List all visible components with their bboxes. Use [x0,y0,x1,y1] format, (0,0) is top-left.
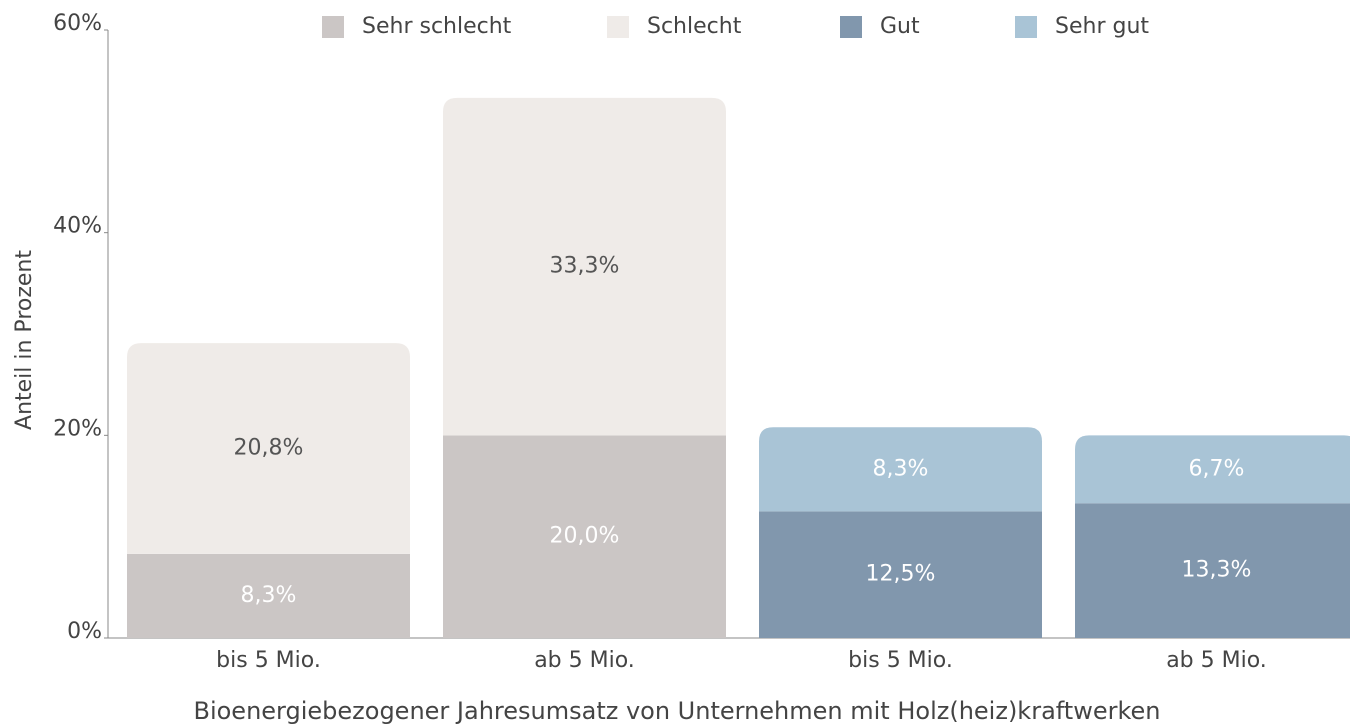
legend-swatch [840,16,862,38]
legend-swatch [322,16,344,38]
x-tick-label: ab 5 Mio. [534,648,635,673]
value-label: 8,3% [873,456,929,481]
value-label: 8,3% [241,583,297,608]
x-axis-label: Bioenergiebezogener Jahresumsatz von Unt… [193,697,1160,725]
bar-segment [759,511,1042,638]
x-tick-label: bis 5 Mio. [848,648,953,673]
bar-segment [759,427,1042,512]
legend-label: Sehr schlecht [362,14,512,39]
legend-label: Sehr gut [1055,14,1149,39]
value-label: 13,3% [1182,558,1252,583]
legend-swatch [1015,16,1037,38]
value-label: 20,0% [550,524,620,549]
value-label: 33,3% [550,254,620,279]
x-tick-label: ab 5 Mio. [1166,648,1267,673]
value-label: 12,5% [866,562,936,587]
value-label: 20,8% [234,436,304,461]
y-tick-label: 20% [53,416,102,441]
y-axis-label: Anteil in Prozent [12,250,37,430]
bar-segment [443,435,726,638]
legend-label: Gut [880,14,920,39]
legend-label: Schlecht [647,14,742,39]
bar-segment [127,343,410,554]
y-tick-label: 60% [53,11,102,36]
bar-segment [127,553,410,638]
legend-swatch [607,16,629,38]
y-tick-label: 0% [67,619,102,644]
x-tick-label: bis 5 Mio. [216,648,321,673]
bar-segment [1075,503,1350,638]
y-tick-label: 40% [53,214,102,239]
bar-segment [1075,435,1350,504]
bar-segment [443,97,726,436]
value-label: 6,7% [1189,456,1245,481]
